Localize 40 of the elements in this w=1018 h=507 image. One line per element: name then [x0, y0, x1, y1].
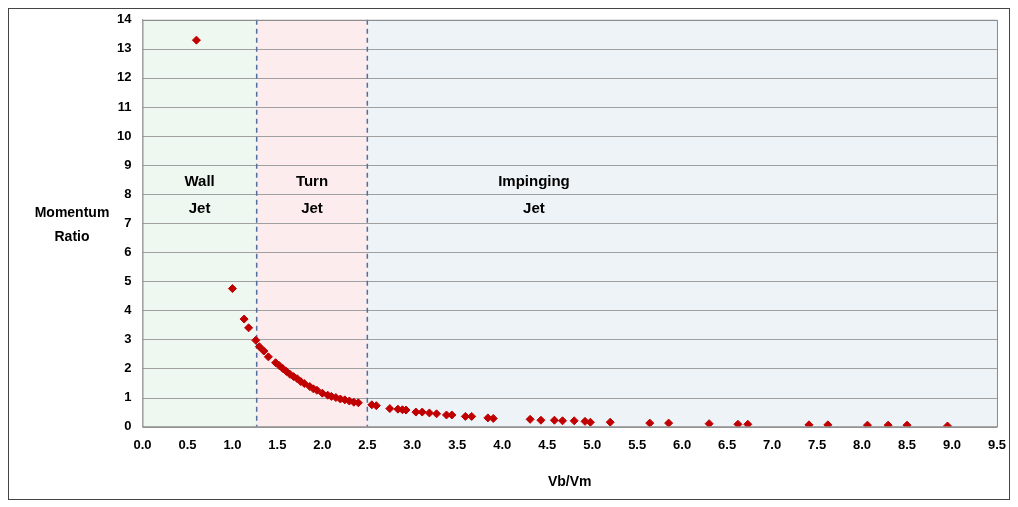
band-label: Wall Jet	[184, 171, 215, 216]
x-tick-label: 0.0	[133, 436, 152, 452]
y-tick-label: 1	[124, 389, 132, 405]
y-axis-title: Momentum Ratio	[34, 203, 110, 244]
x-tick-label: 1.5	[268, 436, 287, 452]
y-tick-label: 2	[124, 360, 132, 376]
y-tick-label: 0	[124, 418, 132, 434]
x-tick-label: 8.0	[853, 436, 872, 452]
x-tick-label: 1.0	[223, 436, 242, 452]
x-tick-label: 6.0	[673, 436, 692, 452]
y-tick-label: 10	[116, 127, 132, 143]
x-tick-label: 6.5	[718, 436, 737, 452]
x-axis-title: Vb/Vm	[547, 473, 592, 490]
x-tick-label: 8.5	[897, 436, 917, 452]
x-tick-label: 4.5	[538, 436, 557, 452]
y-tick-label: 6	[124, 243, 132, 259]
x-tick-label: 2.5	[358, 436, 377, 452]
y-tick-label: 5	[124, 272, 132, 288]
x-tick-label: 2.0	[313, 436, 332, 452]
y-tick-label: 3	[124, 331, 132, 347]
x-tick-label: 5.5	[628, 436, 647, 452]
x-tick-label: 0.5	[178, 436, 197, 452]
x-tick-label: 3.5	[448, 436, 467, 452]
x-tick-label: 9.0	[942, 436, 962, 452]
y-tick-label: 11	[117, 98, 132, 114]
y-tick-label: 13	[116, 40, 132, 56]
x-tick-label: 9.5	[987, 436, 1006, 452]
band-label: Turn Jet	[295, 171, 329, 216]
x-tick-label: 5.0	[583, 436, 602, 452]
band-label: Impinging Jet	[498, 171, 570, 216]
y-tick-label: 4	[124, 301, 133, 317]
x-tick-label: 7.0	[763, 436, 782, 452]
y-tick-label: 12	[116, 69, 132, 85]
y-tick-label: 14	[116, 11, 133, 27]
x-tick-label: 3.0	[403, 436, 422, 452]
x-tick-label: 4.0	[493, 436, 512, 452]
y-tick-label: 7	[124, 214, 132, 230]
y-tick-label: 9	[124, 156, 132, 172]
y-tick-label: 8	[124, 185, 132, 201]
x-tick-label: 7.5	[808, 436, 827, 452]
